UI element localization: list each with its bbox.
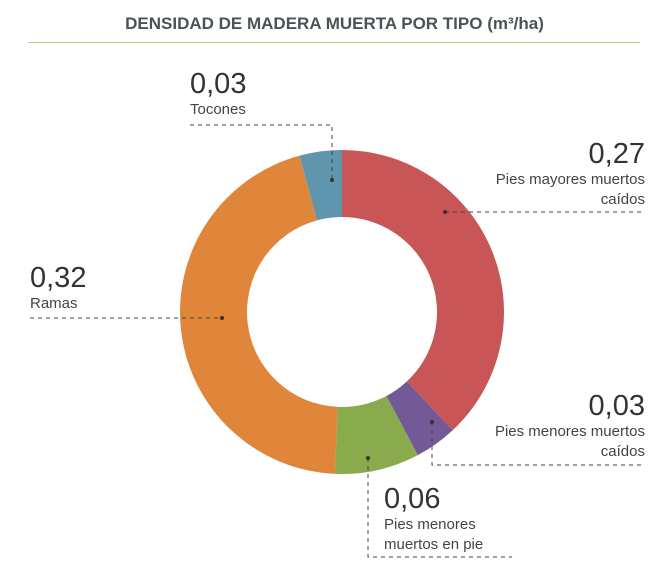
slice-label: 0,27 Pies mayores muertos caídos <box>470 138 645 210</box>
value-label: 0,27 <box>588 138 645 170</box>
value-label: 0,06 <box>384 483 441 515</box>
value-label: 0,32 <box>30 262 87 294</box>
category-label: Pies mayores muertos caídos <box>495 171 645 208</box>
value-label: 0,03 <box>588 390 645 422</box>
donut-segment <box>299 150 342 221</box>
title-rule <box>28 42 640 43</box>
leader-dot <box>366 456 370 460</box>
slice-label: 0,32 Ramas <box>30 262 150 314</box>
donut-segment <box>386 381 453 456</box>
slice-label: 0,03 Tocones <box>190 68 310 120</box>
leader-dot <box>443 210 447 214</box>
leader-dot <box>430 420 434 424</box>
leader-line <box>367 458 512 558</box>
category-label: Tocones <box>190 101 246 118</box>
donut-segment <box>342 150 504 431</box>
leader-line <box>431 422 645 466</box>
category-label: Pies menores muertos caídos <box>494 423 645 460</box>
leader-dot <box>330 178 334 182</box>
value-label: 0,03 <box>190 68 247 100</box>
donut-segment <box>180 155 338 474</box>
chart-title: DENSIDAD DE MADERA MUERTA POR TIPO (m³/h… <box>125 14 544 33</box>
donut-segment <box>334 395 418 474</box>
category-label: Pies menores muertos en pie <box>384 516 484 553</box>
leader-dot <box>220 316 224 320</box>
slice-label: 0,06 Pies menores muertos en pie <box>384 483 524 555</box>
leader-line <box>190 124 333 180</box>
category-label: Ramas <box>30 295 78 312</box>
slice-label: 0,03 Pies menores muertos caídos <box>470 390 645 462</box>
